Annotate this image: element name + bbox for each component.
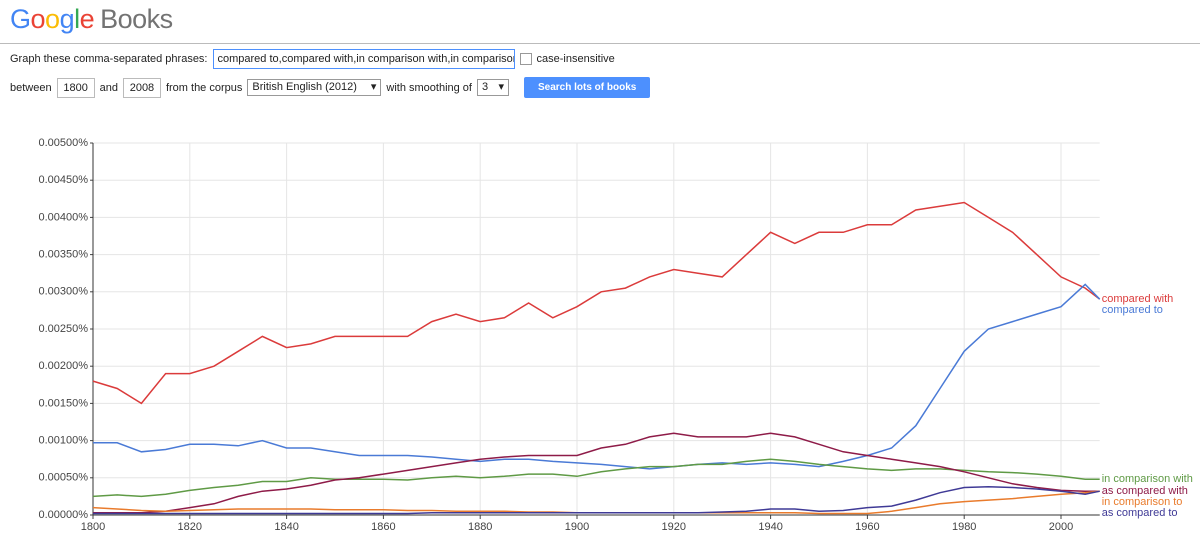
label: case-insensitive: [536, 53, 615, 65]
x-tick-label: 1900: [565, 521, 589, 533]
series-line: [93, 485, 1100, 515]
series-line: [93, 283, 1101, 470]
x-tick-label: 1820: [178, 521, 202, 533]
legend-entry: in comparison to: [1102, 496, 1183, 508]
logo-letter: o: [45, 4, 60, 34]
y-tick-label: 0.00350%: [38, 249, 88, 261]
y-tick-label: 0.00250%: [38, 323, 88, 335]
x-tick-label: 1920: [662, 521, 686, 533]
corpus-select[interactable]: British English (2012) ▾: [247, 79, 382, 96]
y-tick-label: 0.00400%: [38, 211, 88, 223]
divider: [0, 43, 1200, 44]
x-tick-label: 2000: [1049, 521, 1073, 533]
y-tick-label: 0.00450%: [38, 174, 88, 186]
caret: ▾: [498, 81, 504, 93]
legend-entry: as compared to: [1102, 507, 1178, 519]
series-line: [93, 432, 1100, 514]
logo-letter: g: [59, 4, 75, 34]
y-tick-label: 0.00000%: [38, 509, 88, 521]
logo-suffix: Books: [100, 4, 173, 34]
caret: ▾: [370, 81, 377, 93]
label: with smoothing of: [386, 81, 472, 94]
start-year-input[interactable]: 1800: [56, 77, 95, 98]
label: and: [99, 81, 118, 94]
y-tick-label: 0.00100%: [38, 435, 88, 447]
select-value: 3: [481, 81, 489, 93]
logo-letter: G: [10, 4, 31, 34]
x-tick-label: 1940: [758, 521, 782, 533]
x-tick-label: 1980: [952, 521, 976, 533]
series-line: [92, 201, 1101, 405]
label: between: [10, 81, 52, 94]
logo-letter: e: [79, 4, 95, 34]
label: from the corpus: [165, 81, 243, 94]
phrase-input[interactable]: compared to,compared with,in comparison …: [212, 49, 515, 69]
x-tick-label: 1860: [371, 521, 395, 533]
options-row: between 1800 and 2008 from the corpus Br…: [10, 77, 651, 98]
logo[interactable]: Google Books: [10, 4, 173, 35]
checkbox[interactable]: [519, 53, 532, 65]
smoothing-select[interactable]: 3 ▾: [476, 79, 509, 96]
y-tick-label: 0.00150%: [38, 397, 88, 409]
select-value: British English (2012): [252, 81, 357, 93]
logo-letter: o: [30, 4, 46, 34]
legend-entry: in comparison with: [1102, 473, 1193, 485]
x-tick-label: 1840: [274, 521, 298, 533]
legend-entry: compared to: [1102, 304, 1163, 316]
y-tick-label: 0.00200%: [38, 360, 88, 372]
x-tick-label: 1960: [855, 521, 879, 533]
y-tick-label: 0.00300%: [38, 286, 88, 298]
chart: 0.00000% 0.00050% 0.00100% 0.00150% 0.00200%…: [38, 137, 1193, 533]
search-button[interactable]: Search lots of books: [523, 77, 651, 98]
y-tick-label: 0.00500%: [38, 137, 88, 149]
label: Graph these comma-separated phrases:: [10, 53, 208, 65]
series-line: [92, 458, 1100, 498]
logo-letter: l: [74, 4, 80, 34]
x-tick-label: 1800: [81, 521, 105, 533]
x-tick-label: 1880: [468, 521, 492, 533]
phrase-row: Graph these comma-separated phrases: com…: [10, 49, 615, 69]
legend-entry: compared with: [1102, 293, 1174, 305]
y-tick-label: 0.00050%: [38, 472, 88, 484]
end-year-input[interactable]: 2008: [122, 77, 161, 98]
legend-entry: as compared with: [1102, 485, 1188, 497]
